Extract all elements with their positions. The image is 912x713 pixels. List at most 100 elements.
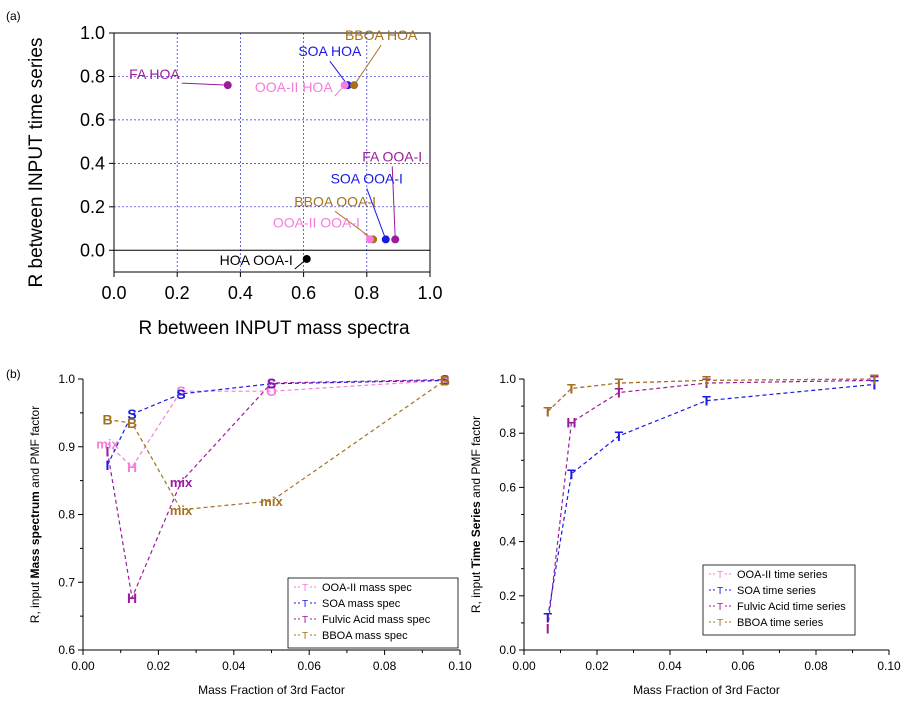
x-tick-label: 0.0 [101, 283, 126, 303]
leader-line [334, 211, 374, 240]
x-tick-label: 0.6 [291, 283, 316, 303]
y-axis-label-part: R, input [469, 568, 483, 613]
point-label: FA HOA [129, 66, 180, 82]
marker-label: H [127, 459, 137, 475]
marker-label: H [127, 590, 137, 606]
x-axis-label: R between INPUT mass spectra [138, 318, 409, 339]
legend-marker: T [302, 599, 308, 610]
y-axis-label-part: Mass spectrum [28, 491, 42, 578]
leader-line [181, 82, 228, 86]
legend-label: OOA-II time series [737, 569, 828, 581]
marker-label: mix [170, 503, 193, 518]
legend-label: BBOA mass spec [322, 630, 408, 642]
x-tick-label: 0.8 [354, 283, 379, 303]
x-tick-label: 0.02 [147, 659, 171, 673]
y-axis-label: R, input Mass spectrum and PMF factor [28, 406, 42, 623]
point-label: HOA OOA-I [220, 252, 293, 268]
marker-label: T [615, 428, 624, 444]
marker-label: T [567, 380, 576, 396]
series-soa-mass-spec: I S S S S [106, 372, 450, 473]
marker-label: mix [170, 475, 193, 490]
panel-b-mass-spectrum: (b) 0.00 0.02 0.04 0.06 0.08 0.10 0.6 0.7 0.8 0.9 1… [6, 367, 472, 697]
point-label: FA OOA-I [362, 148, 422, 164]
leader-line [329, 60, 349, 86]
point-label: SOA OOA-I [331, 170, 403, 186]
plot-frame [113, 32, 431, 273]
series-line [107, 379, 446, 511]
marker-label: T [870, 371, 879, 387]
legend-marker: T [302, 615, 308, 626]
data-point [350, 81, 359, 90]
legend-marker: T [717, 586, 723, 597]
y-tick-label: 0.4 [499, 535, 516, 549]
marker-label: H [566, 414, 576, 430]
x-tick-label: 0.2 [165, 283, 190, 303]
point-label: OOA-II OOA-I [273, 214, 360, 230]
y-axis-label-part: and PMF factor [469, 416, 483, 501]
legend-marker: T [302, 631, 308, 642]
legend-marker: T [717, 570, 723, 581]
x-tick-label: 0.4 [228, 283, 253, 303]
x-tick-label: 0.00 [512, 659, 536, 673]
y-tick-label: 0.8 [80, 66, 105, 86]
y-axis-label: R, input Time Series and PMF factor [469, 416, 483, 613]
point-ooa-ii-hoa: OOA-II HOA [255, 79, 349, 97]
y-tick-label: 0.2 [80, 197, 105, 217]
point-label: BBOA OOA-I [294, 193, 376, 209]
marker-label: I [106, 457, 110, 473]
x-tick-label: 0.00 [71, 659, 95, 673]
point-soa-ooa-i: SOA OOA-I [331, 170, 403, 244]
panel-b-time-series: 0.00 0.02 0.04 0.06 0.08 0.10 0.0 0.2 0.4 0.6 0.8 1… [469, 371, 901, 697]
x-tick-label: 0.10 [877, 659, 901, 673]
y-tick-label: 0.6 [499, 480, 516, 494]
y-tick-label: 0.4 [80, 153, 105, 173]
marker-label: I [546, 620, 550, 636]
x-tick-label: 0.06 [731, 659, 755, 673]
y-axis-label-part: R, input [28, 579, 42, 624]
legend-label: BBOA time series [737, 617, 824, 629]
y-tick-label: 0.0 [499, 643, 516, 657]
marker-label: S [267, 375, 276, 391]
legend-marker: T [302, 583, 308, 594]
x-axis-label: Mass Fraction of 3rd Factor [198, 683, 345, 697]
marker-label: O [266, 383, 277, 399]
x-tick-label: 0.08 [804, 659, 828, 673]
legend-box [702, 564, 856, 636]
data-point [223, 81, 232, 90]
x-axis-label: Mass Fraction of 3rd Factor [633, 683, 780, 697]
legend-marker: T [717, 602, 723, 613]
series-line [106, 379, 445, 600]
x-tick-label: 0.04 [222, 659, 246, 673]
point-hoa-ooa-i: HOA OOA-I [220, 252, 311, 270]
marker-label: S [127, 406, 136, 422]
y-axis-label: R between INPUT time series [26, 38, 47, 288]
legend-label: SOA time series [737, 585, 816, 597]
marker-label: T [702, 372, 711, 388]
point-fa-hoa: FA HOA [129, 66, 232, 90]
x-tick-label: 0.10 [448, 659, 472, 673]
marker-label: S [440, 372, 449, 388]
marker-label: S [440, 372, 449, 388]
y-axis-label-part: Time Series [469, 501, 483, 568]
data-point [381, 235, 390, 244]
y-tick-label: 1.0 [80, 23, 105, 43]
point-label: OOA-II HOA [255, 79, 333, 95]
y-tick-label: 0.8 [499, 426, 516, 440]
x-tick-label: 0.06 [298, 659, 322, 673]
marker-label: T [702, 375, 711, 391]
leader-line [353, 44, 382, 86]
point-bboa-hoa: BBOA HOA [345, 27, 418, 90]
legend: T OOA-II mass spec T SOA mass spec T Fulvic A… [287, 577, 459, 649]
marker-label: S [176, 386, 185, 402]
legend-label: OOA-II mass spec [322, 582, 412, 594]
marker-label: T [870, 372, 879, 388]
series-line [547, 378, 875, 412]
series-line [547, 378, 875, 412]
marker-label: T [870, 371, 879, 387]
marker-label: T [567, 380, 576, 396]
